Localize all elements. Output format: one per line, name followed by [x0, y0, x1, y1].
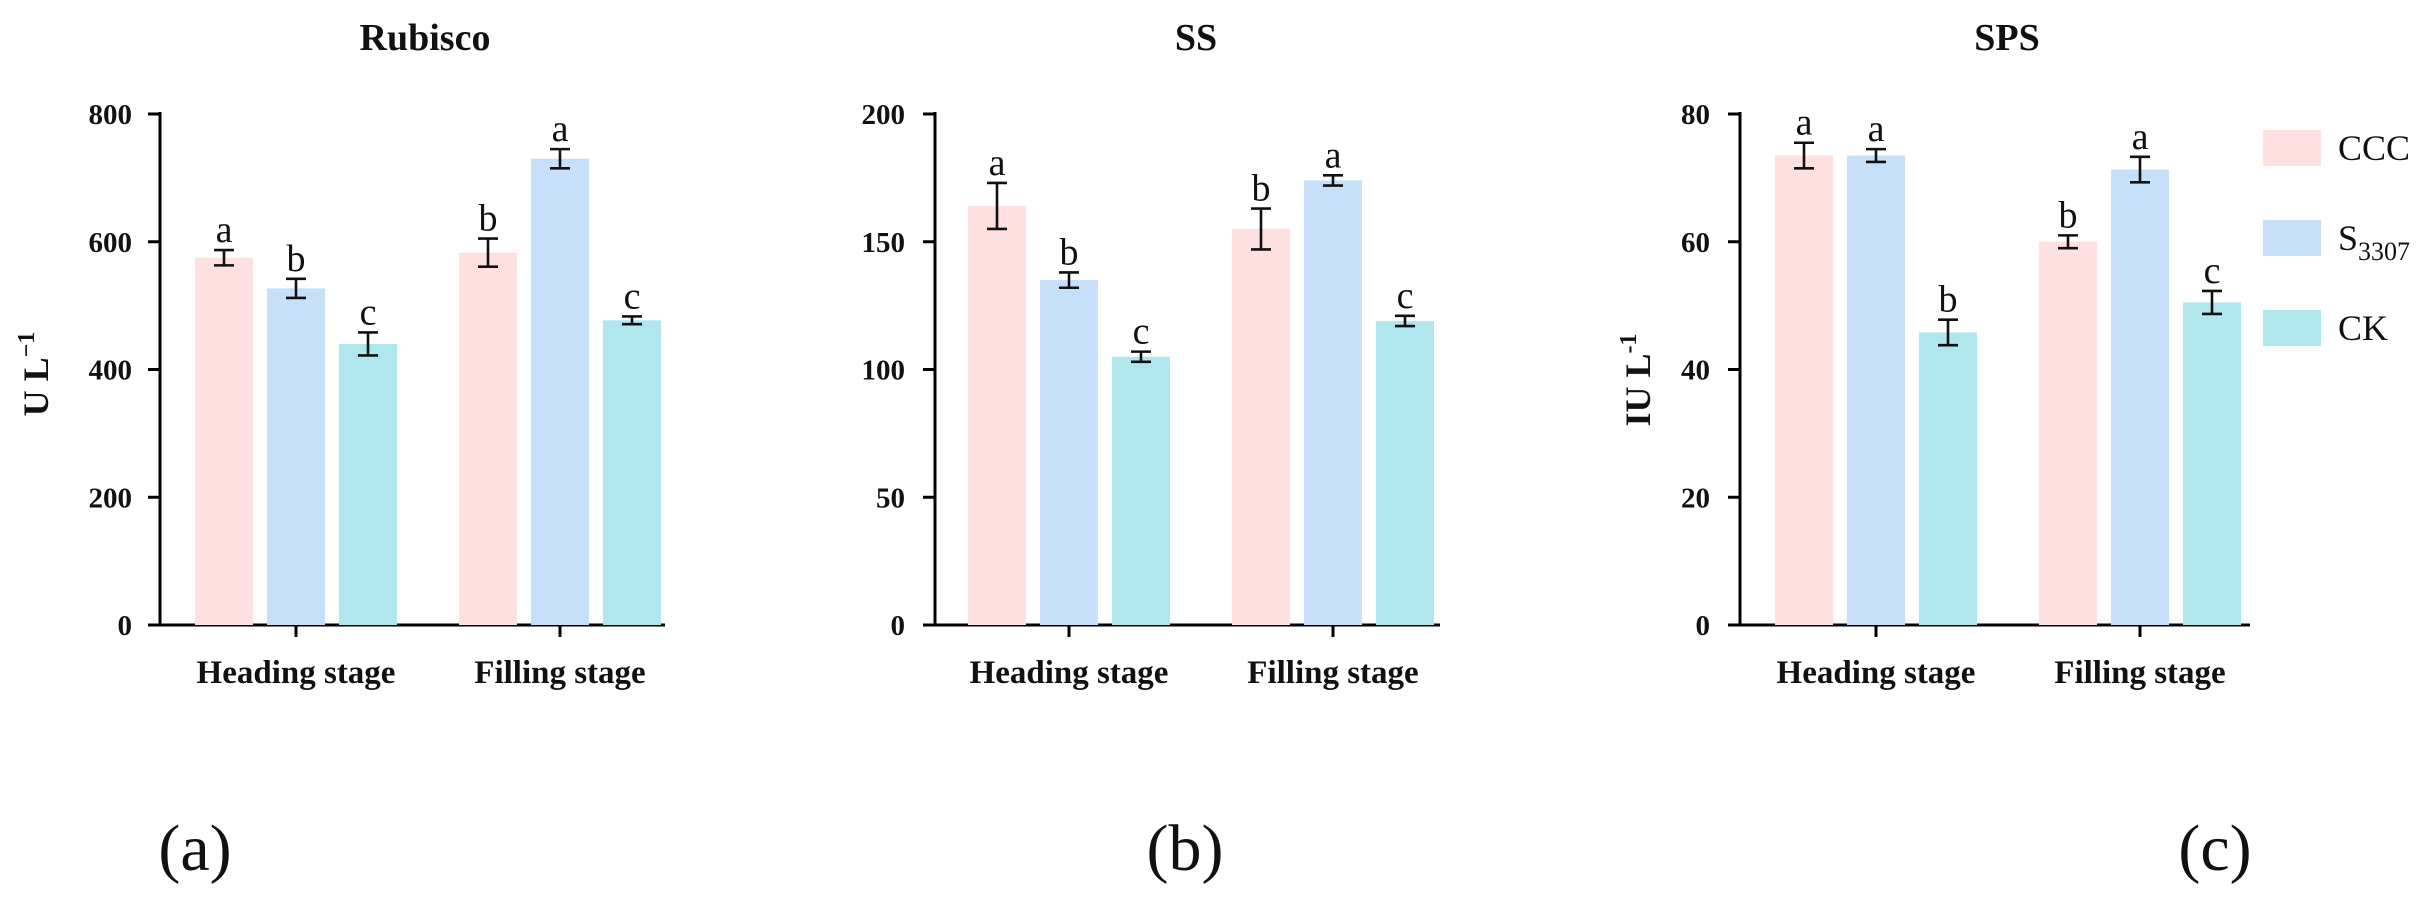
- bar-ccc-filling: [1232, 228, 1290, 625]
- bar-s3307-filling: [1304, 180, 1362, 625]
- x-category-label: Filling stage: [474, 655, 645, 691]
- legend-label-2: S3307: [2338, 218, 2410, 266]
- bar-ck-heading: [339, 343, 397, 625]
- bar-ck-filling: [2183, 302, 2241, 625]
- significance-letter: b: [2059, 194, 2078, 236]
- bar-s3307-filling: [2111, 169, 2169, 626]
- y-tick-label: 200: [862, 99, 906, 131]
- y-tick-label: 600: [89, 227, 133, 259]
- chart-title: SPS: [1974, 17, 2039, 59]
- legend-label-1: CCC: [2338, 128, 2410, 168]
- significance-letter: a: [1796, 102, 1813, 144]
- y-tick-label: 200: [89, 482, 133, 514]
- panel-label: (c): [2178, 812, 2251, 885]
- legend-label-subscript: 3307: [2358, 237, 2410, 266]
- chart-title: SS: [1175, 17, 1217, 59]
- significance-letter: a: [552, 108, 569, 150]
- y-tick-label: 40: [1681, 355, 1710, 387]
- significance-letter: a: [989, 142, 1006, 184]
- bar-ccc-heading: [1775, 155, 1833, 626]
- y-tick-label: 0: [1696, 610, 1711, 642]
- y-tick-label: 80: [1681, 99, 1710, 131]
- x-category-label: Heading stage: [1777, 655, 1976, 691]
- y-tick-label: 150: [862, 227, 906, 259]
- bar-ck-filling: [603, 320, 661, 625]
- y-tick-label: 20: [1681, 482, 1710, 514]
- chart-panel-2: SS 0 50 100 150 200 a b c Heading stage b a c Filling…: [862, 17, 1440, 885]
- legend: CCC S3307 CK: [2263, 128, 2410, 348]
- x-category-label: Heading stage: [197, 655, 396, 691]
- y-axis-label-superscript: -1: [1616, 333, 1642, 353]
- significance-letter: c: [1397, 275, 1414, 317]
- y-tick-label: 800: [89, 99, 133, 131]
- bar-s3307-heading: [1040, 280, 1098, 625]
- legend-swatch-3: [2263, 310, 2321, 346]
- significance-letter: c: [360, 291, 377, 333]
- bar-ccc-filling: [459, 252, 517, 625]
- y-tick-label: 0: [118, 610, 133, 642]
- bar-s3307-heading: [267, 288, 325, 625]
- significance-letter: b: [1252, 168, 1271, 210]
- bar-ck-heading: [1919, 332, 1977, 625]
- significance-letter: a: [1868, 108, 1885, 150]
- bar-ccc-filling: [2039, 241, 2097, 625]
- chart-panel-1: Rubisco 0 200 400 600 800 U L−1 a b c Heading stag…: [14, 17, 665, 885]
- bar-s3307-heading: [1847, 155, 1905, 626]
- significance-letter: a: [1325, 134, 1342, 176]
- panel-label: (a): [158, 812, 231, 885]
- significance-letter: b: [479, 198, 498, 240]
- legend-swatch-1: [2263, 130, 2321, 166]
- bar-ck-heading: [1112, 356, 1170, 625]
- bar-ccc-heading: [968, 205, 1026, 626]
- significance-letter: c: [2204, 250, 2221, 292]
- bar-s3307-filling: [531, 158, 589, 625]
- y-tick-label: 100: [862, 355, 906, 387]
- chart-title: Rubisco: [360, 17, 491, 59]
- y-tick-label: 400: [89, 355, 133, 387]
- significance-letter: b: [287, 238, 306, 280]
- significance-letter: c: [624, 275, 641, 317]
- significance-letter: b: [1939, 279, 1958, 321]
- x-category-label: Heading stage: [970, 655, 1169, 691]
- y-axis-label: IU L-1: [1616, 333, 1658, 426]
- significance-letter: a: [2132, 116, 2149, 158]
- significance-letter: a: [216, 209, 233, 251]
- y-axis-label-superscript: −1: [14, 332, 40, 358]
- x-category-label: Filling stage: [1247, 655, 1418, 691]
- significance-letter: c: [1133, 311, 1150, 353]
- y-tick-label: 50: [876, 482, 905, 514]
- panel-label: (b): [1147, 812, 1224, 885]
- y-tick-label: 0: [891, 610, 906, 642]
- x-category-label: Filling stage: [2054, 655, 2225, 691]
- significance-letter: b: [1060, 231, 1079, 273]
- legend-swatch-2: [2263, 220, 2321, 256]
- legend-label-3: CK: [2338, 308, 2388, 348]
- y-axis-label: U L−1: [14, 332, 56, 417]
- bar-ccc-heading: [195, 257, 253, 625]
- y-tick-label: 60: [1681, 227, 1710, 259]
- bar-ck-filling: [1376, 320, 1434, 625]
- chart-panel-3: SPS 0 20 40 60 80 IU L-1 a a b Heading stage b a c Fil…: [1616, 17, 2252, 885]
